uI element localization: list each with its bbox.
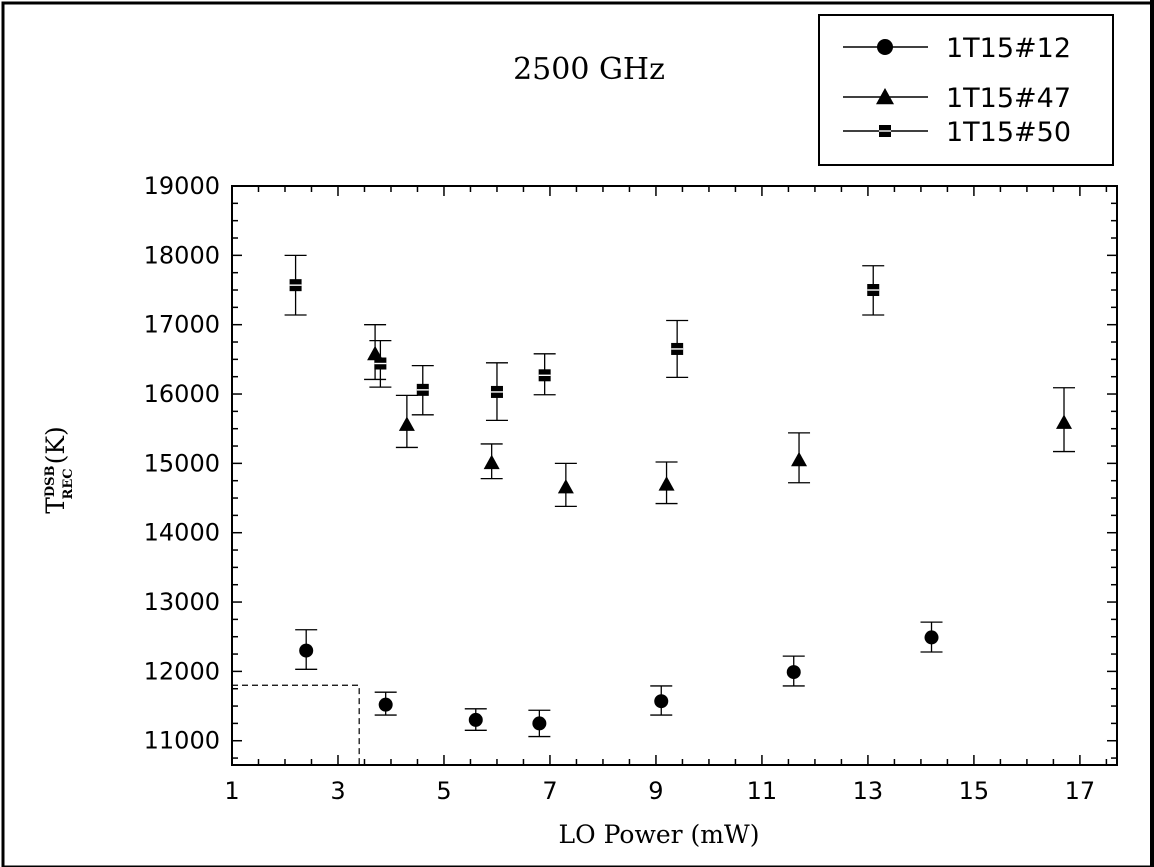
y-tick-label: 18000 bbox=[144, 241, 220, 269]
data-point bbox=[378, 697, 393, 712]
data-point bbox=[367, 345, 384, 361]
data-point bbox=[416, 383, 429, 396]
x-tick-label: 17 bbox=[1065, 777, 1096, 805]
data-point bbox=[538, 369, 551, 382]
y-axis-label: TDSB REC (K) bbox=[41, 426, 76, 514]
legend-entry: 1T15#12 bbox=[843, 33, 1071, 64]
legend-entry: 1T15#50 bbox=[843, 117, 1071, 148]
data-point bbox=[490, 385, 503, 398]
x-tick-label: 9 bbox=[648, 777, 663, 805]
data-point bbox=[374, 357, 387, 370]
x-tick-label: 13 bbox=[853, 777, 884, 805]
legend-entry: 1T15#47 bbox=[843, 83, 1071, 114]
y-tick-label: 13000 bbox=[144, 588, 220, 616]
reference-dashed-box bbox=[232, 684, 360, 765]
legend-marker bbox=[877, 39, 893, 55]
series-1 bbox=[295, 621, 943, 738]
data-point bbox=[791, 451, 808, 467]
y-axis-label-unit: (K) bbox=[41, 426, 70, 464]
y-tick-label: 19000 bbox=[144, 172, 220, 200]
x-tick-label: 7 bbox=[542, 777, 557, 805]
legend-marker bbox=[879, 125, 891, 137]
y-axis-label-superscript: DSB bbox=[43, 465, 58, 497]
y-tick-label: 11000 bbox=[144, 727, 220, 755]
data-point bbox=[658, 476, 675, 491]
plot-area: 1 3 5 7 9 11 13 15 17110001200013000140001500016… bbox=[144, 172, 1118, 805]
data-point bbox=[924, 630, 939, 645]
x-tick-label: 15 bbox=[959, 777, 990, 805]
data-point bbox=[289, 279, 302, 292]
legend-label: 1T15#50 bbox=[946, 117, 1071, 148]
y-axis-label-subscript: REC bbox=[61, 468, 76, 499]
series-3 bbox=[284, 254, 885, 422]
y-tick-label: 14000 bbox=[144, 519, 220, 547]
data-point bbox=[398, 416, 415, 431]
data-point bbox=[468, 712, 483, 727]
y-tick-label: 15000 bbox=[144, 449, 220, 477]
chart-title: 2500 GHz bbox=[513, 52, 665, 87]
plot-frame bbox=[231, 185, 1118, 766]
data-point bbox=[557, 478, 574, 494]
data-point bbox=[299, 643, 314, 658]
data-point bbox=[786, 665, 801, 680]
x-tick-label: 11 bbox=[747, 777, 778, 805]
legend-label: 1T15#12 bbox=[946, 33, 1071, 64]
y-axis-label-main: T bbox=[41, 497, 70, 514]
x-tick-label: 1 bbox=[224, 777, 239, 805]
data-point bbox=[654, 694, 669, 709]
y-tick-label: 17000 bbox=[144, 311, 220, 339]
data-point bbox=[483, 454, 500, 470]
legend-box bbox=[818, 14, 1114, 166]
legend-label: 1T15#47 bbox=[946, 83, 1071, 114]
data-point bbox=[1056, 414, 1073, 429]
y-tick-label: 12000 bbox=[144, 657, 220, 685]
series-2 bbox=[364, 324, 1076, 508]
y-tick-label: 16000 bbox=[144, 380, 220, 408]
data-point bbox=[671, 342, 684, 355]
data-point bbox=[867, 284, 880, 297]
x-tick-label: 3 bbox=[330, 777, 345, 805]
x-axis-label: LO Power (mW) bbox=[559, 820, 760, 849]
legend-marker bbox=[876, 88, 894, 105]
x-tick-label: 5 bbox=[436, 777, 451, 805]
data-point bbox=[532, 716, 547, 731]
